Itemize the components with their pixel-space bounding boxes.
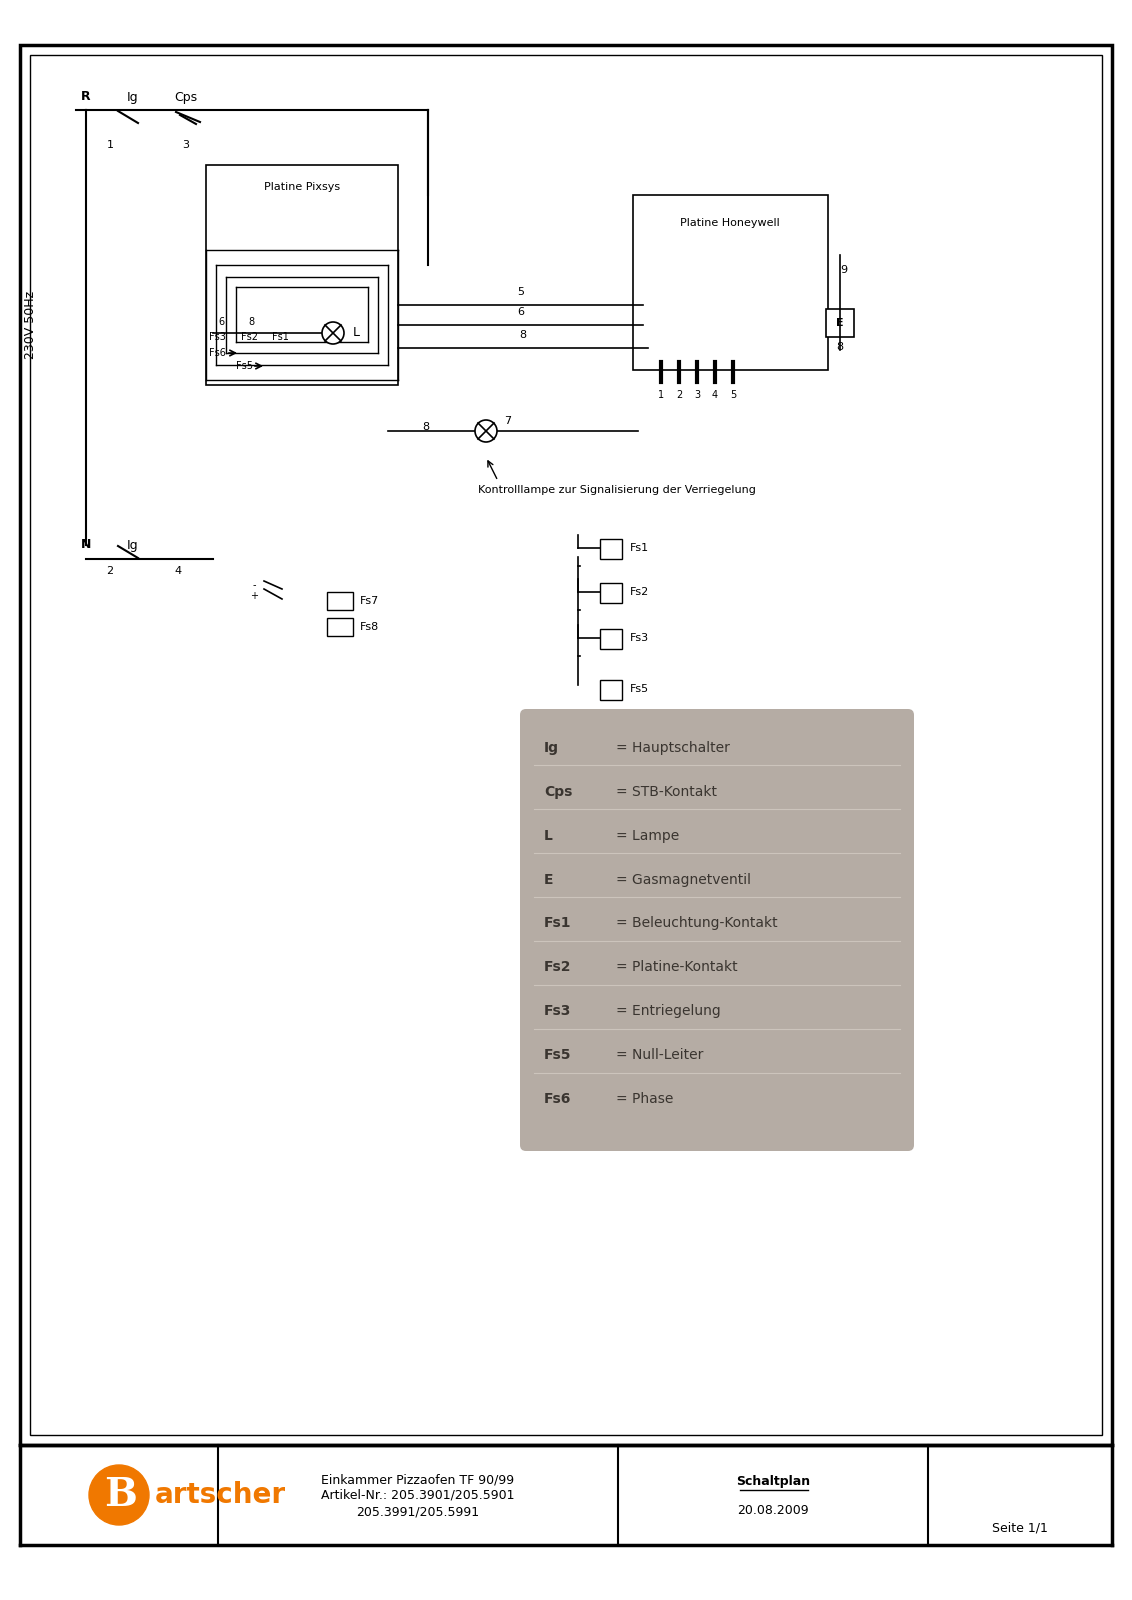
Text: Fs6: Fs6	[544, 1091, 572, 1106]
Text: = Entriegelung: = Entriegelung	[616, 1005, 721, 1018]
Bar	[600, 629, 621, 650]
Text: Fs8: Fs8	[360, 622, 379, 632]
Text: Fs2: Fs2	[241, 333, 258, 342]
Text: 8: 8	[520, 330, 526, 341]
Text: 6: 6	[517, 307, 524, 317]
Text: = Platine-Kontakt: = Platine-Kontakt	[616, 960, 738, 974]
Text: Cps: Cps	[174, 91, 198, 104]
Text: 8: 8	[837, 342, 843, 352]
Text: Fs6: Fs6	[209, 349, 226, 358]
Text: Einkammer Pizzaofen TF 90/99: Einkammer Pizzaofen TF 90/99	[321, 1474, 515, 1486]
Text: N: N	[80, 539, 92, 552]
Circle shape	[89, 1466, 149, 1525]
Text: +: +	[250, 590, 258, 602]
Text: = Null-Leiter: = Null-Leiter	[616, 1048, 703, 1062]
Text: Fs5: Fs5	[631, 685, 649, 694]
Text: = Beleuchtung-Kontakt: = Beleuchtung-Kontakt	[616, 917, 778, 931]
Text: = Hauptschalter: = Hauptschalter	[616, 741, 730, 755]
Text: 6: 6	[218, 317, 224, 326]
Text: = Phase: = Phase	[616, 1091, 674, 1106]
Text: Cps: Cps	[544, 784, 573, 798]
Text: 2: 2	[676, 390, 683, 400]
Text: 9: 9	[840, 266, 847, 275]
Bar	[31, 54, 1101, 1435]
Bar	[633, 195, 827, 370]
Text: artscher: artscher	[155, 1482, 286, 1509]
Text: 8: 8	[422, 422, 429, 432]
Text: 1: 1	[106, 141, 113, 150]
Bar	[600, 680, 621, 701]
Text: Fs1: Fs1	[272, 333, 289, 342]
Text: B: B	[104, 1475, 137, 1514]
Text: = Lampe: = Lampe	[616, 829, 679, 843]
Circle shape	[475, 419, 497, 442]
Text: = STB-Kontakt: = STB-Kontakt	[616, 784, 717, 798]
Text: 5: 5	[517, 286, 524, 298]
Text: 4: 4	[174, 566, 181, 576]
Text: 7: 7	[505, 416, 512, 426]
Text: 8: 8	[248, 317, 254, 326]
Text: -: -	[252, 579, 256, 590]
Text: Fs2: Fs2	[631, 587, 650, 597]
Bar	[20, 45, 1112, 1445]
Text: Fs1: Fs1	[544, 917, 572, 931]
Text: Kontrolllampe zur Signalisierung der Verriegelung: Kontrolllampe zur Signalisierung der Ver…	[478, 485, 756, 494]
Text: Ig: Ig	[544, 741, 559, 755]
Text: Seite 1/1: Seite 1/1	[992, 1522, 1048, 1534]
Text: L: L	[544, 829, 552, 843]
Circle shape	[321, 322, 344, 344]
Text: Fs3: Fs3	[544, 1005, 572, 1018]
Text: Ig: Ig	[127, 91, 139, 104]
Text: R: R	[82, 91, 91, 104]
Text: Platine Honeywell: Platine Honeywell	[680, 218, 780, 227]
Text: 205.3991/205.5991: 205.3991/205.5991	[357, 1506, 480, 1518]
Text: Fs1: Fs1	[631, 542, 649, 554]
Text: E: E	[544, 872, 554, 886]
Text: 230V 50Hz: 230V 50Hz	[24, 291, 36, 358]
Text: 1: 1	[658, 390, 664, 400]
Text: = Gasmagnetventil: = Gasmagnetventil	[616, 872, 751, 886]
Text: Fs5: Fs5	[544, 1048, 572, 1062]
Bar	[826, 309, 854, 338]
Text: Ig: Ig	[127, 539, 139, 552]
Text: Fs3: Fs3	[631, 634, 649, 643]
Bar	[327, 618, 353, 635]
Bar	[600, 539, 621, 558]
Text: 20.08.2009: 20.08.2009	[737, 1504, 808, 1517]
Bar	[600, 582, 621, 603]
Text: 4: 4	[712, 390, 718, 400]
Bar	[327, 592, 353, 610]
Text: Fs3: Fs3	[209, 333, 226, 342]
Text: Fs5: Fs5	[235, 362, 252, 371]
Text: L: L	[353, 326, 360, 339]
Bar	[206, 165, 398, 386]
Text: 2: 2	[106, 566, 113, 576]
Text: E: E	[837, 318, 843, 328]
Text: Artikel-Nr.: 205.3901/205.5901: Artikel-Nr.: 205.3901/205.5901	[321, 1488, 515, 1501]
Text: 3: 3	[694, 390, 700, 400]
Text: Platine Pixsys: Platine Pixsys	[264, 182, 340, 192]
Text: 5: 5	[730, 390, 736, 400]
FancyBboxPatch shape	[520, 709, 914, 1150]
Text: 3: 3	[182, 141, 189, 150]
Text: Fs7: Fs7	[360, 595, 379, 606]
Text: Schaltplan: Schaltplan	[736, 1475, 811, 1488]
Text: Fs2: Fs2	[544, 960, 572, 974]
